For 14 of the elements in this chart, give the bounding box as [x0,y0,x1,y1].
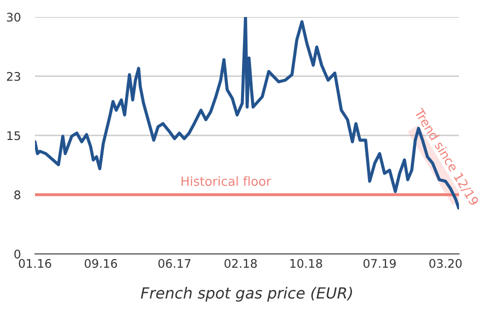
x-tick-label: 03.20 [429,258,462,268]
x-axis-title: French spot gas price (EUR) [140,286,352,302]
x-tick-label: 07.19 [364,258,396,268]
y-tick-label: 15 [7,131,20,140]
x-tick-label: 06.17 [158,258,190,268]
y-tick-label: 0 [14,250,20,259]
y-tick-label: 8 [14,190,20,200]
x-tick-label: 10.18 [290,258,322,268]
ref-line-label: Historical floor [182,176,272,186]
x-tick-label: 02.18 [224,258,257,268]
x-tick-label: 09.16 [84,258,118,268]
y-tick-label: 23 [6,72,20,81]
x-tick-label: 01.16 [18,258,52,268]
y-tick-label: 30 [6,12,20,22]
